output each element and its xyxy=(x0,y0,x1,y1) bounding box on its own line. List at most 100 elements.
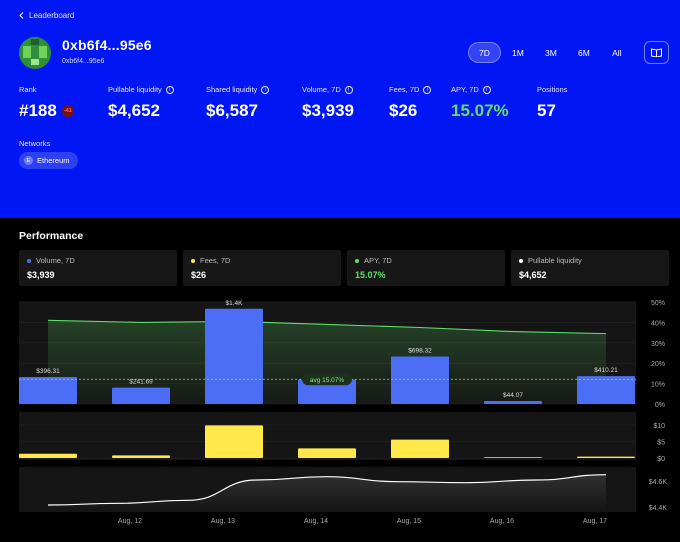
fees-tick-label: $10 xyxy=(653,423,665,430)
info-icon[interactable]: i xyxy=(482,85,491,94)
fees-bar xyxy=(391,439,449,458)
range-all[interactable]: All xyxy=(612,47,622,58)
back-label: Leaderboard xyxy=(29,11,75,20)
fees-tick-label: $0 xyxy=(657,456,665,463)
range-1m[interactable]: 1M xyxy=(511,47,524,58)
fees-tick-label: $5 xyxy=(657,440,665,447)
liquidity-tick-label: $4.6K xyxy=(649,479,668,486)
stat-pullable-liquidity: Pullable liquidity i $4,652 xyxy=(108,85,174,121)
volume-dot-icon xyxy=(27,258,31,263)
card-fees-value: $26 xyxy=(191,270,207,280)
range-7d[interactable]: 7D xyxy=(468,42,501,63)
back-to-leaderboard-link[interactable]: Leaderboard xyxy=(19,11,74,20)
volume-bar xyxy=(484,401,542,404)
volume-bar-label: $410.21 xyxy=(594,367,618,374)
info-icon[interactable]: i xyxy=(344,85,353,94)
volume-bar xyxy=(298,379,356,404)
card-fees-label: Fees, 7D xyxy=(200,256,231,265)
info-icon[interactable]: i xyxy=(165,85,174,94)
stat-positions: Positions 57 xyxy=(537,85,567,121)
stat-shared-value: $6,587 xyxy=(206,101,258,120)
book-button[interactable] xyxy=(644,41,669,64)
stat-apy-value: 15.07% xyxy=(451,101,509,120)
stat-positions-label: Positions xyxy=(537,85,568,94)
apy-tick-label: 40% xyxy=(651,320,665,327)
volume-bar-label: $44.07 xyxy=(503,392,523,399)
x-tick-label: Aug, 16 xyxy=(490,518,514,525)
volume-bar xyxy=(112,387,170,404)
fees-bar xyxy=(205,425,263,458)
stat-shared-label: Shared liquidity xyxy=(206,85,258,94)
apy-tick-label: 0% xyxy=(655,402,665,409)
volume-bar xyxy=(391,356,449,404)
x-tick-label: Aug, 17 xyxy=(583,518,607,525)
avg-badge xyxy=(302,373,352,386)
volume-bar xyxy=(577,376,635,404)
rank-change-badge: -41 xyxy=(61,105,74,117)
info-icon[interactable]: i xyxy=(423,85,432,94)
performance-chart[interactable]: $396.31 $241.69 $1.4K $698.32 $44.07 $410.21 a… xyxy=(0,294,680,534)
x-tick-label: Aug, 13 xyxy=(211,518,235,525)
card-pullable-value: $4,652 xyxy=(519,270,547,280)
liquidity-line xyxy=(47,474,607,506)
performance-title: Performance xyxy=(19,230,84,242)
wallet-address-short[interactable]: 0xb6f4...95e6 xyxy=(62,58,105,65)
volume-bar-label: $1.4K xyxy=(226,300,244,307)
avatar xyxy=(19,37,51,69)
networks-label: Networks xyxy=(19,139,51,148)
profile-header: Leaderboard 0xb6f4...95e6 0xb6f4...95e6 … xyxy=(0,0,680,218)
fees-bar xyxy=(577,456,635,458)
network-pill-ethereum[interactable]: E Ethereum xyxy=(19,152,78,169)
card-apy-label: APY, 7D xyxy=(364,256,392,265)
volume-bar-label: $241.69 xyxy=(129,379,153,386)
stat-apy-label: APY, 7D xyxy=(451,85,479,94)
apy-tick-label: 10% xyxy=(651,382,665,389)
fees-bar xyxy=(298,448,356,458)
stat-fees: Fees, 7D i $26 xyxy=(389,85,432,121)
ethereum-icon: E xyxy=(24,156,33,165)
apy-tick-label: 30% xyxy=(651,341,665,348)
stat-volume-value: $3,939 xyxy=(302,101,354,120)
stat-apy: APY, 7D i 15.07% xyxy=(451,85,509,121)
card-apy-value: 15.07% xyxy=(355,270,386,280)
stat-rank: Rank #188 -41 xyxy=(19,85,74,121)
stat-rank-label: Rank xyxy=(19,85,37,94)
apy-dot-icon xyxy=(355,258,359,263)
fees-dot-icon xyxy=(191,258,195,263)
stat-positions-value: 57 xyxy=(537,101,556,120)
volume-bar xyxy=(205,308,263,404)
x-tick-label: Aug, 14 xyxy=(304,518,328,525)
card-volume-value: $3,939 xyxy=(27,270,55,280)
liquidity-area xyxy=(48,474,606,510)
x-tick-label: Aug, 15 xyxy=(397,518,421,525)
stat-pullable-label: Pullable liquidity xyxy=(108,85,162,94)
card-pullable-label: Pullable liquidity xyxy=(528,256,582,265)
apy-tick-label: 20% xyxy=(651,361,665,368)
pullable-dot-icon xyxy=(519,258,523,263)
stat-fees-value: $26 xyxy=(389,101,418,120)
stat-volume-label: Volume, 7D xyxy=(302,85,341,94)
apy-area xyxy=(48,320,606,404)
card-pullable[interactable]: Pullable liquidity $4,652 xyxy=(511,250,669,286)
stat-rank-value: #188 xyxy=(19,101,57,120)
info-icon[interactable]: i xyxy=(261,85,270,94)
range-3m[interactable]: 3M xyxy=(544,47,557,58)
chevron-left-icon xyxy=(19,12,24,19)
book-icon xyxy=(651,48,662,57)
card-volume-label: Volume, 7D xyxy=(36,256,75,265)
range-6m[interactable]: 6M xyxy=(577,47,590,58)
apy-line xyxy=(47,319,607,335)
x-tick-label: Aug, 12 xyxy=(118,518,142,525)
card-apy[interactable]: APY, 7D 15.07% xyxy=(347,250,505,286)
card-fees[interactable]: Fees, 7D $26 xyxy=(183,250,341,286)
stat-shared-liquidity: Shared liquidity i $6,587 xyxy=(206,85,270,121)
liquidity-tick-label: $4.4K xyxy=(649,505,668,512)
stat-pullable-value: $4,652 xyxy=(108,101,160,120)
avg-label: avg 15.07% xyxy=(310,377,345,384)
card-volume[interactable]: Volume, 7D $3,939 xyxy=(19,250,177,286)
stat-fees-label: Fees, 7D xyxy=(389,85,420,94)
apy-tick-label: 50% xyxy=(651,300,665,307)
network-name: Ethereum xyxy=(37,156,70,165)
volume-bar xyxy=(19,377,77,404)
fees-bar xyxy=(19,453,77,458)
